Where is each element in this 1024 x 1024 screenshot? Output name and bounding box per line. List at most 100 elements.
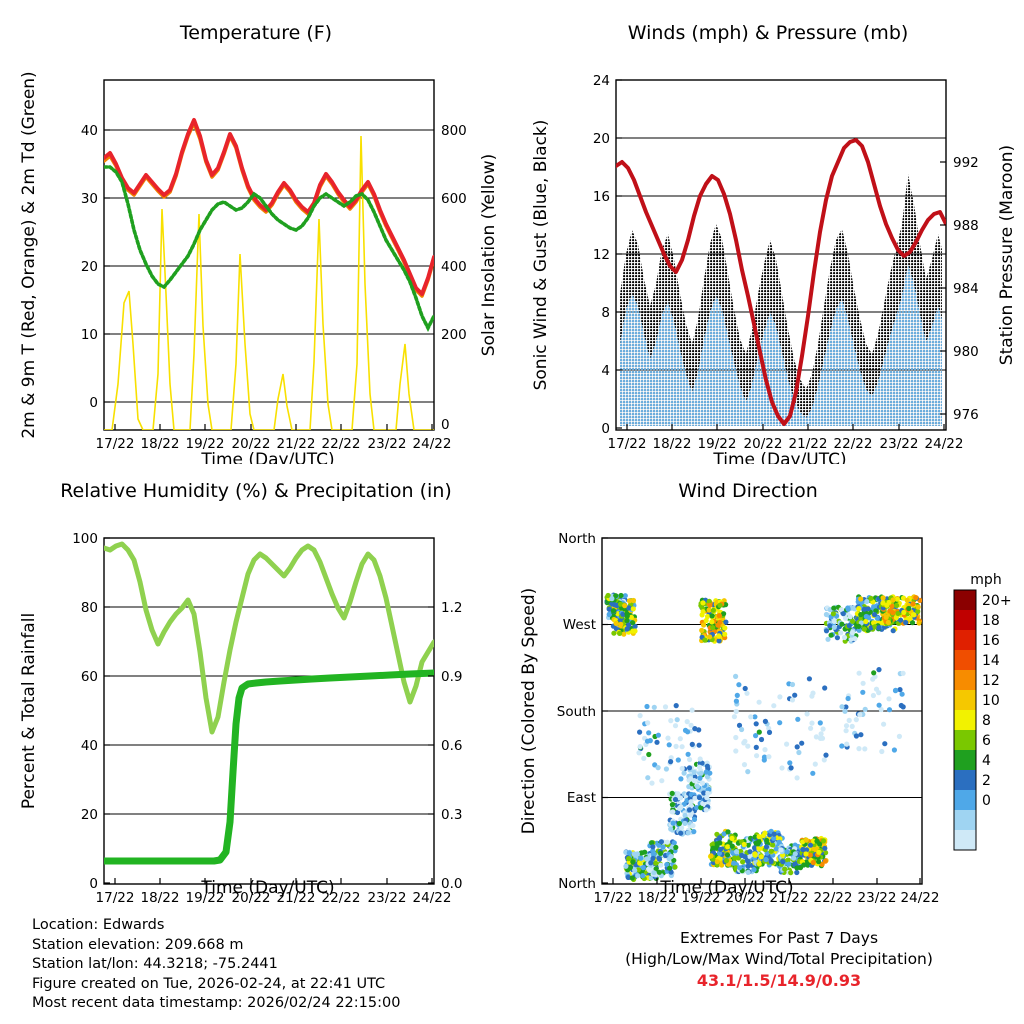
wind-direction-point — [649, 780, 655, 786]
rh-xtick: 18/22 — [141, 890, 180, 906]
colorbar-label: 14 — [982, 653, 1000, 669]
wind-direction-point — [898, 617, 904, 623]
wind-direction-point — [856, 670, 862, 676]
wind-direction-point — [688, 812, 694, 818]
wind-direction-point — [748, 714, 754, 720]
wind-direction-point — [756, 834, 762, 840]
wind-direction-point — [659, 778, 665, 784]
wind-direction-point — [821, 757, 827, 763]
wind-direction-point — [685, 830, 691, 836]
wind-direction-point — [789, 681, 796, 688]
wind-direction-point — [825, 636, 831, 642]
rh-xtick: 17/22 — [96, 890, 135, 906]
wind-direction-point — [709, 613, 715, 619]
winds-ytick-left: 12 — [593, 247, 610, 263]
wind-direction-point — [807, 852, 813, 858]
wind-direction-point — [745, 842, 751, 848]
wind-direction-point — [679, 765, 685, 772]
wind-direction-point — [660, 844, 666, 850]
humidity-panel: Relative Humidity (%) & Precipitation (i… — [0, 480, 512, 920]
wind-direction-point — [685, 751, 691, 757]
colorbar-label: 18 — [982, 613, 1000, 629]
wind-direction-point — [704, 774, 711, 780]
wind-direction-point — [676, 820, 682, 827]
wind-direction-point — [909, 620, 916, 626]
dir-xtick: 23/22 — [858, 890, 897, 906]
wind-direction-point — [696, 795, 703, 801]
wind-direction-point — [719, 862, 725, 868]
winds-xtick: 18/22 — [653, 436, 692, 452]
wind-direction-point — [645, 856, 651, 862]
winds-ytick-right: 976 — [953, 407, 979, 423]
wind-direction-point — [682, 812, 688, 819]
wind-direction-point — [638, 855, 644, 861]
rh-ytick-left: 40 — [81, 738, 98, 754]
wind-direction-point — [653, 866, 659, 872]
wind-direction-point — [864, 598, 870, 605]
wind-direction-point — [756, 729, 762, 735]
wind-direction-point — [625, 874, 631, 880]
wind-direction-point — [668, 826, 674, 832]
wind-direction-point — [786, 861, 792, 867]
colorbar-title: mph — [970, 572, 1001, 588]
wind-direction-point — [632, 623, 638, 629]
wind-direction-point — [701, 622, 707, 628]
wind-direction-point — [626, 622, 632, 628]
wind-direction-point — [907, 615, 913, 621]
humidity-title: Relative Humidity (%) & Precipitation (i… — [60, 480, 452, 502]
rh-xtick: 21/22 — [277, 890, 316, 906]
winddirection-title: Wind Direction — [678, 480, 818, 502]
rh-xtick: 19/22 — [186, 890, 225, 906]
wind-direction-point — [871, 670, 877, 676]
wind-direction-point — [858, 596, 864, 602]
wind-direction-point — [637, 713, 643, 719]
wind-direction-point — [697, 760, 703, 766]
colorbar-swatch — [954, 650, 976, 671]
wind-direction-point — [742, 738, 748, 744]
wind-direction-point — [704, 763, 710, 769]
wind-direction-point — [668, 718, 674, 724]
wind-direction-point — [747, 849, 753, 855]
rh-ytick-left: 20 — [81, 807, 98, 823]
rain-ytick-right: 0.9 — [441, 669, 462, 685]
wind-direction-point — [699, 780, 706, 786]
wind-direction-point — [879, 748, 885, 755]
wind-direction-point — [702, 637, 708, 643]
wind-direction-point — [698, 770, 704, 776]
temp-ytick-right: 200 — [441, 327, 467, 343]
wind-direction-point — [744, 690, 750, 696]
dir-xtick: 20/22 — [726, 890, 765, 906]
rh-xtick: 23/22 — [368, 890, 407, 906]
wind-direction-point — [860, 680, 866, 686]
wind-direction-point — [716, 633, 722, 639]
wind-direction-point — [705, 790, 711, 796]
wind-direction-point — [882, 741, 888, 747]
wind-direction-point — [803, 851, 809, 857]
wind-direction-point — [626, 605, 632, 611]
wind-direction-point — [849, 723, 855, 729]
wind-direction-point — [710, 845, 716, 851]
wind-direction-point — [710, 607, 716, 613]
wind-direction-point — [673, 743, 679, 749]
temp-ytick-right: 0 — [441, 417, 450, 433]
wind-direction-point — [771, 835, 777, 841]
wind-direction-point — [635, 873, 641, 879]
wind-direction-point — [870, 692, 876, 699]
humidity-chart: 100 80 60 40 20 0 1.2 0.9 0.6 0.3 0.0 — [19, 531, 462, 906]
wind-direction-point — [816, 859, 822, 865]
dir-xtick: 24/22 — [901, 890, 940, 906]
colorbar-swatch — [954, 630, 976, 651]
wind-direction-point — [717, 602, 723, 608]
wind-direction-point — [646, 730, 652, 736]
wind-direction-point — [813, 734, 819, 740]
wind-direction-point — [895, 610, 901, 616]
wind-direction-point — [811, 845, 817, 852]
wind-direction-point — [834, 635, 840, 641]
wind-direction-point — [700, 600, 706, 606]
wind-direction-point — [804, 711, 810, 717]
wind-direction-point — [717, 835, 723, 841]
wind-direction-point — [807, 842, 814, 848]
wind-direction-point — [650, 848, 656, 854]
wind-speed-colorbar: mph 20+ 18 16 14 12 10 8 6 4 2 0 — [953, 572, 1012, 851]
wind-direction-point — [648, 860, 654, 866]
